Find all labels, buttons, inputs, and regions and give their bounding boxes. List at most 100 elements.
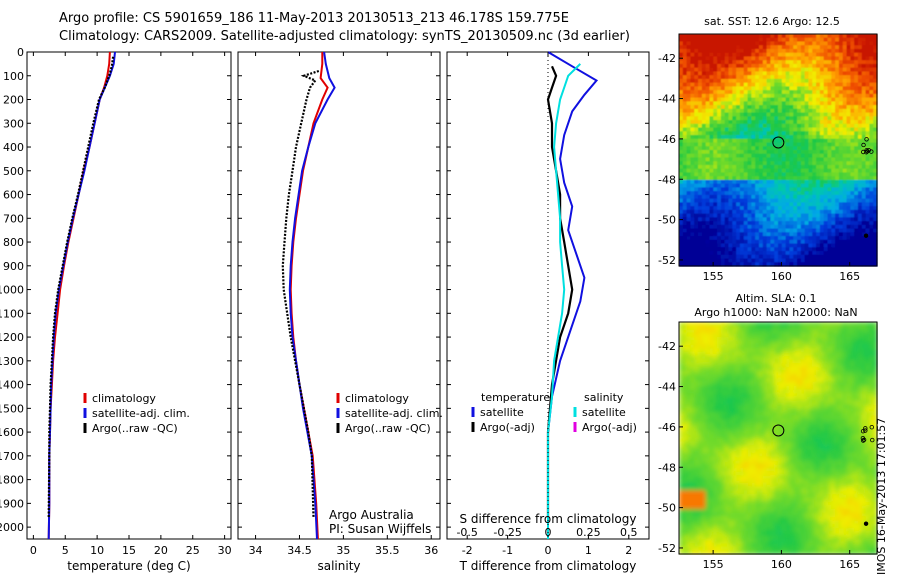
map-cell [709, 78, 714, 84]
map-cell [865, 206, 870, 211]
map-cell [827, 247, 832, 252]
map-cell [808, 239, 813, 245]
map-cell [743, 71, 749, 76]
map-cell [846, 142, 851, 147]
map-cell [758, 239, 764, 245]
map-cell [835, 348, 840, 353]
map-cell [758, 161, 764, 166]
map-cell [774, 187, 779, 192]
map-cell [835, 37, 840, 43]
map-cell [800, 359, 806, 364]
map-cell [720, 142, 726, 147]
map-cell [804, 123, 810, 129]
map-cell [812, 161, 817, 166]
map-cell [812, 363, 817, 368]
map-cell [797, 78, 802, 84]
map-cell [823, 172, 829, 177]
map-cell [709, 45, 714, 50]
map-cell [835, 78, 840, 84]
map-cell [785, 90, 791, 95]
map-cell [797, 202, 802, 207]
map-cell [838, 191, 844, 196]
map-cell [789, 351, 794, 357]
map-cell [751, 393, 756, 398]
map-cell [736, 344, 741, 349]
map-cell [728, 228, 733, 233]
map-cell [770, 408, 775, 413]
map-cell [732, 258, 737, 263]
map-cell [751, 142, 756, 147]
map-cell [736, 202, 741, 207]
map-cell [835, 45, 840, 50]
map-cell [854, 75, 859, 80]
map-cell [747, 333, 752, 338]
map-cell [701, 224, 707, 230]
map-cell [793, 45, 798, 50]
map-cell [854, 179, 859, 185]
map-cell [873, 419, 878, 424]
map-cell [686, 112, 692, 117]
map-cell [785, 251, 791, 256]
map-cell [812, 351, 817, 357]
map-cell [854, 336, 859, 342]
map-cell [854, 258, 859, 263]
map-cell [766, 131, 771, 136]
map-cell [838, 45, 844, 50]
map-cell [709, 366, 714, 372]
map-cell [854, 348, 859, 353]
map-cell [717, 221, 722, 226]
map-cell [785, 363, 791, 368]
map-cell [861, 202, 867, 207]
map-cell [701, 37, 707, 43]
map-cell [679, 183, 684, 189]
map-cell [808, 131, 813, 136]
map-cell [724, 374, 730, 379]
map-cell [698, 393, 703, 398]
map-cell [713, 127, 718, 132]
map-cell [747, 37, 752, 43]
map-cell [705, 426, 711, 432]
map-cell [846, 232, 851, 237]
y-tick-label: 800 [3, 236, 24, 249]
map-cell [778, 60, 783, 65]
map-cell [766, 400, 771, 405]
map-cell [690, 135, 695, 140]
map-cell [800, 224, 806, 230]
map-cell [720, 359, 726, 364]
map-cell [797, 396, 802, 402]
map-cell [728, 217, 733, 222]
map-cell [831, 370, 836, 375]
map-cell [679, 419, 684, 424]
map-cell [854, 419, 859, 424]
map-cell [762, 344, 768, 349]
map-cell [694, 168, 699, 174]
map-cell [701, 41, 707, 46]
map-cell [861, 108, 867, 114]
map-cell [736, 408, 741, 413]
map-cell [865, 209, 870, 215]
map-cell [732, 86, 737, 91]
map-cell [819, 116, 825, 121]
map-cell [682, 135, 688, 140]
map-cell [686, 120, 692, 125]
map-cell [751, 411, 756, 417]
map-cell [770, 243, 775, 248]
map-cell [770, 411, 775, 417]
map-cell [720, 150, 726, 155]
map-cell [728, 381, 733, 387]
map-cell [846, 228, 851, 233]
map-cell [682, 262, 688, 267]
map-cell [823, 198, 829, 203]
map-cell [816, 322, 821, 327]
map-cell [869, 236, 874, 241]
map-cell [701, 105, 707, 110]
map-cell [797, 63, 802, 69]
map-cell [679, 75, 684, 80]
map-cell [816, 366, 821, 372]
map-cell [709, 179, 714, 185]
map-cell [835, 187, 840, 192]
map-cell [800, 400, 806, 405]
map-cell [800, 344, 806, 349]
map-cell [720, 378, 726, 383]
map-cell [736, 329, 741, 334]
